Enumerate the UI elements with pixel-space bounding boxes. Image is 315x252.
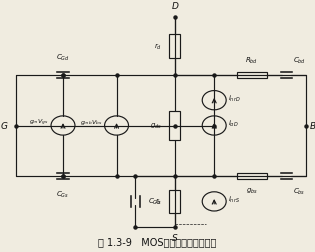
- Text: $C_{Gs}$: $C_{Gs}$: [56, 189, 70, 199]
- Bar: [169, 111, 180, 141]
- Text: $R_{bd}$: $R_{bd}$: [245, 56, 259, 66]
- Text: $C_{Gd}$: $C_{Gd}$: [56, 53, 70, 63]
- Text: $C_{bd}$: $C_{bd}$: [293, 56, 306, 66]
- Text: G: G: [1, 121, 8, 131]
- Bar: [237, 173, 267, 180]
- Text: B: B: [309, 121, 315, 131]
- Text: $i_{nrS}$: $i_{nrS}$: [228, 194, 240, 204]
- Text: $C_{bs}$: $C_{bs}$: [293, 186, 305, 196]
- Text: S: S: [172, 233, 178, 242]
- Text: $r_s$: $r_s$: [155, 197, 162, 207]
- Text: D: D: [171, 2, 178, 11]
- Bar: [237, 72, 267, 79]
- Bar: [169, 35, 180, 59]
- Text: $i_{nrD}$: $i_{nrD}$: [228, 93, 241, 103]
- Text: $g_{bs}$: $g_{bs}$: [246, 186, 258, 195]
- Bar: [169, 190, 180, 213]
- Text: 图 1.3-9   MOS管的交流小信号模型: 图 1.3-9 MOS管的交流小信号模型: [98, 236, 217, 246]
- Text: $r_d$: $r_d$: [154, 42, 162, 52]
- Text: $g_m V_{gs}$: $g_m V_{gs}$: [29, 117, 49, 127]
- Text: $g_{ds}$: $g_{ds}$: [150, 121, 162, 131]
- Text: $i_{\alpha D}$: $i_{\alpha D}$: [228, 118, 239, 129]
- Text: $g_{mb}V_{bs}$: $g_{mb}V_{bs}$: [80, 118, 102, 127]
- Text: $C_{Gb}$: $C_{Gb}$: [148, 197, 162, 207]
